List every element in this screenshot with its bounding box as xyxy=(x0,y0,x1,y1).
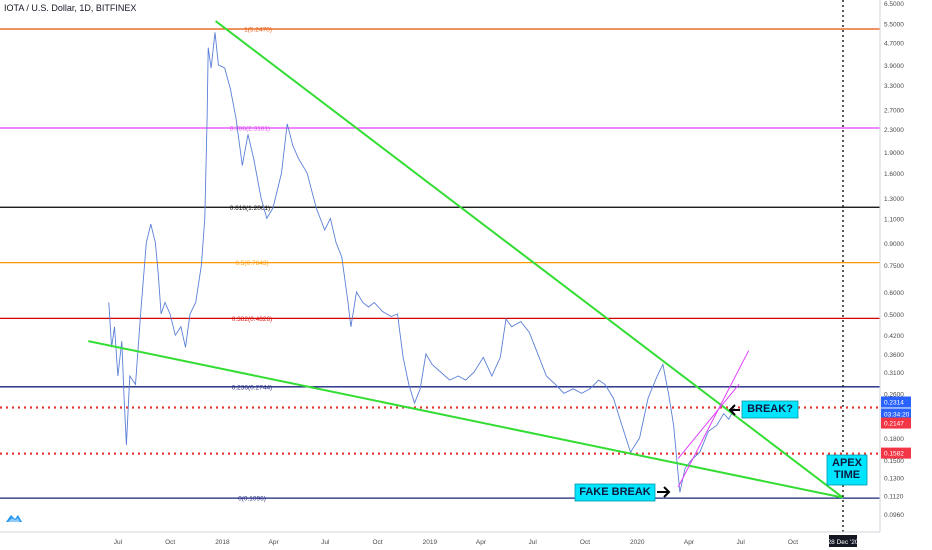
y-tick-label: 2.7000 xyxy=(884,108,904,115)
price-label-badge xyxy=(881,396,911,408)
time-axis-bg xyxy=(0,532,880,550)
y-tick-label: 0.7500 xyxy=(884,263,904,270)
y-tick-label: 0.1300 xyxy=(884,475,904,482)
fake-break-callout-text: FAKE BREAK xyxy=(579,486,651,498)
y-tick-label: 0.1120 xyxy=(884,493,904,500)
x-tick-label: Jul xyxy=(737,539,746,546)
apex-date-badge xyxy=(829,535,857,547)
break-callout-box xyxy=(741,400,799,419)
trend-line xyxy=(677,384,740,459)
y-tick-label: 0.3100 xyxy=(884,370,904,377)
trend-line xyxy=(677,350,750,488)
y-tick-label: 3.3000 xyxy=(884,83,904,90)
chart-title: IOTA / U.S. Dollar, 1D, BITFINEX xyxy=(4,3,137,13)
apex-callout-text: TIME xyxy=(834,469,860,481)
y-tick-label: 4.7000 xyxy=(884,40,904,47)
y-tick-label: 0.6000 xyxy=(884,290,904,297)
y-tick-label: 0.3600 xyxy=(884,352,904,359)
x-tick-label: Oct xyxy=(788,539,798,546)
y-tick-label: 0.0960 xyxy=(884,512,904,519)
x-tick-label: 2018 xyxy=(215,539,230,546)
y-tick-label: 0.1800 xyxy=(884,436,904,443)
price-label-text: 0.1582 xyxy=(884,451,904,458)
fib-label: 0.236(0.2744) xyxy=(232,384,272,391)
fib-levels: 1(5.2470) 0.786(2.3181) 0.618(1.2061) 0.5(0… xyxy=(0,26,880,503)
break-callout-text: BREAK? xyxy=(747,403,793,415)
fib-label: 0(0.1096) xyxy=(238,496,266,503)
price-axis: 6.5000 5.5000 4.7000 3.9000 3.3000 2.7000 2.30… xyxy=(879,0,932,550)
apex-date-label: 28 Dec '20 xyxy=(828,539,859,546)
price-label-text: 03:34:20 xyxy=(884,411,910,418)
y-tick-label: 1.1000 xyxy=(884,216,904,223)
y-tick-label: 1.6000 xyxy=(884,171,904,178)
price-label-badge xyxy=(881,447,911,459)
time-axis: Jul Oct 2018 Apr Jul Oct 2019 Apr Jul Oct 2020 Apr J… xyxy=(0,531,880,550)
y-tick-label: 0.9000 xyxy=(884,241,904,248)
fib-label: 0.618(1.2061) xyxy=(230,205,270,212)
y-tick-label: 1.3000 xyxy=(884,196,904,203)
fib-label: 0.786(2.3181) xyxy=(230,126,270,133)
trend-line xyxy=(215,20,844,499)
price-series xyxy=(108,32,735,493)
apex-callout-text: APEX xyxy=(832,457,863,469)
apex-callout-box xyxy=(826,454,868,486)
break-arrow-icon xyxy=(728,404,740,416)
trend-lines xyxy=(88,20,844,499)
price-label-badge xyxy=(881,417,911,429)
y-tick-label: 0.2600 xyxy=(884,391,904,398)
x-tick-label: Oct xyxy=(165,539,175,546)
y-tick-label: 0.1500 xyxy=(884,458,904,465)
x-tick-label: 2020 xyxy=(630,539,645,546)
price-label-text: 0.2147 xyxy=(884,421,904,428)
x-tick-label: Apr xyxy=(476,539,487,546)
x-tick-label: Apr xyxy=(684,539,695,546)
price-line xyxy=(108,32,735,493)
y-tick-label: 6.5000 xyxy=(884,1,904,8)
tradingview-logo-icon xyxy=(6,515,22,522)
x-tick-label: Jul xyxy=(114,539,123,546)
y-tick-label: 0.4200 xyxy=(884,333,904,340)
fib-label: 0.382(0.4826) xyxy=(232,316,272,323)
x-tick-label: Oct xyxy=(373,539,383,546)
y-tick-label: 0.5000 xyxy=(884,312,904,319)
fib-label: 0.5(0.7643) xyxy=(235,260,268,267)
x-tick-label: Oct xyxy=(580,539,590,546)
y-tick-label: 3.9000 xyxy=(884,63,904,70)
trend-line xyxy=(88,340,844,499)
x-tick-label: Apr xyxy=(269,539,280,546)
price-label-text: 0.2314 xyxy=(884,399,904,406)
fib-label: 1(5.2470) xyxy=(244,26,272,33)
y-tick-label: 5.5000 xyxy=(884,21,904,28)
x-tick-label: Jul xyxy=(321,539,330,546)
fake-break-arrow-icon xyxy=(657,486,671,498)
x-tick-label: Jul xyxy=(529,539,538,546)
x-tick-label: 2019 xyxy=(423,539,438,546)
y-tick-label: 1.9000 xyxy=(884,150,904,157)
fake-break-callout-box xyxy=(574,483,656,502)
y-tick-label: 2.3000 xyxy=(884,127,904,134)
price-label-badge xyxy=(881,408,911,420)
